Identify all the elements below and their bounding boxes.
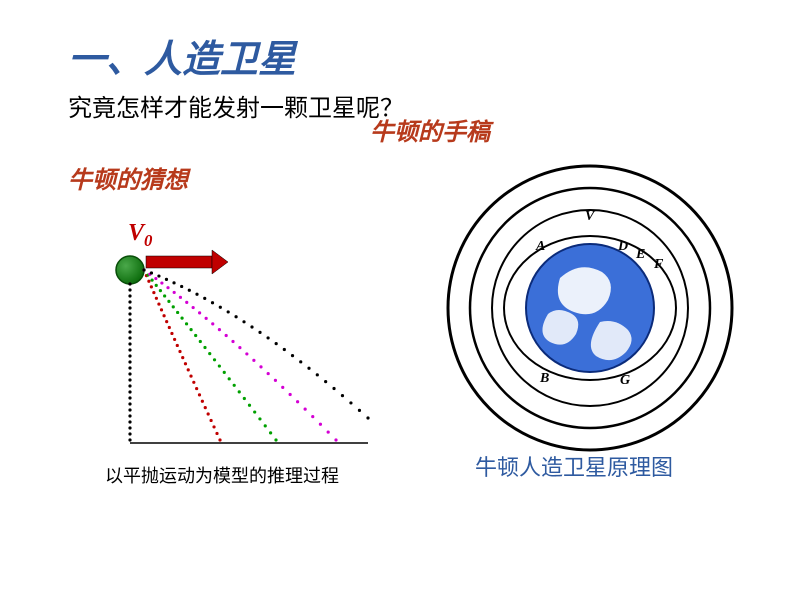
conjecture-label: 牛顿的猜想	[68, 160, 188, 195]
velocity-label: V0	[128, 220, 152, 251]
svg-text:E: E	[635, 247, 645, 262]
v0-base: V	[128, 220, 144, 246]
manuscript-text: 牛顿的手稿	[370, 119, 490, 146]
right-caption: 牛顿人造卫星原理图	[475, 450, 673, 482]
left-caption-text: 以平抛运动为模型的推理过程	[105, 466, 339, 486]
svg-text:F: F	[653, 257, 664, 272]
newton-orbit-diagram: V A DEF B G	[440, 158, 740, 458]
subtitle: 究竟怎样才能发射一颗卫星呢？	[68, 88, 404, 123]
projectile-diagram	[108, 248, 388, 448]
section-title: 一、人造卫星	[68, 28, 296, 83]
svg-text:B: B	[539, 371, 549, 386]
left-caption: 以平抛运动为模型的推理过程	[105, 462, 339, 488]
svg-text:A: A	[535, 239, 545, 254]
right-caption-text: 牛顿人造卫星原理图	[475, 455, 673, 480]
manuscript-label: 牛顿的手稿	[370, 112, 490, 147]
subtitle-text: 究竟怎样才能发射一颗卫星呢？	[68, 95, 404, 122]
title-text: 一、人造卫星	[68, 39, 296, 81]
svg-text:G: G	[620, 373, 630, 388]
conjecture-text: 牛顿的猜想	[68, 167, 188, 194]
svg-text:D: D	[617, 239, 628, 254]
v0-sub: 0	[144, 231, 152, 250]
svg-text:V: V	[585, 209, 596, 224]
